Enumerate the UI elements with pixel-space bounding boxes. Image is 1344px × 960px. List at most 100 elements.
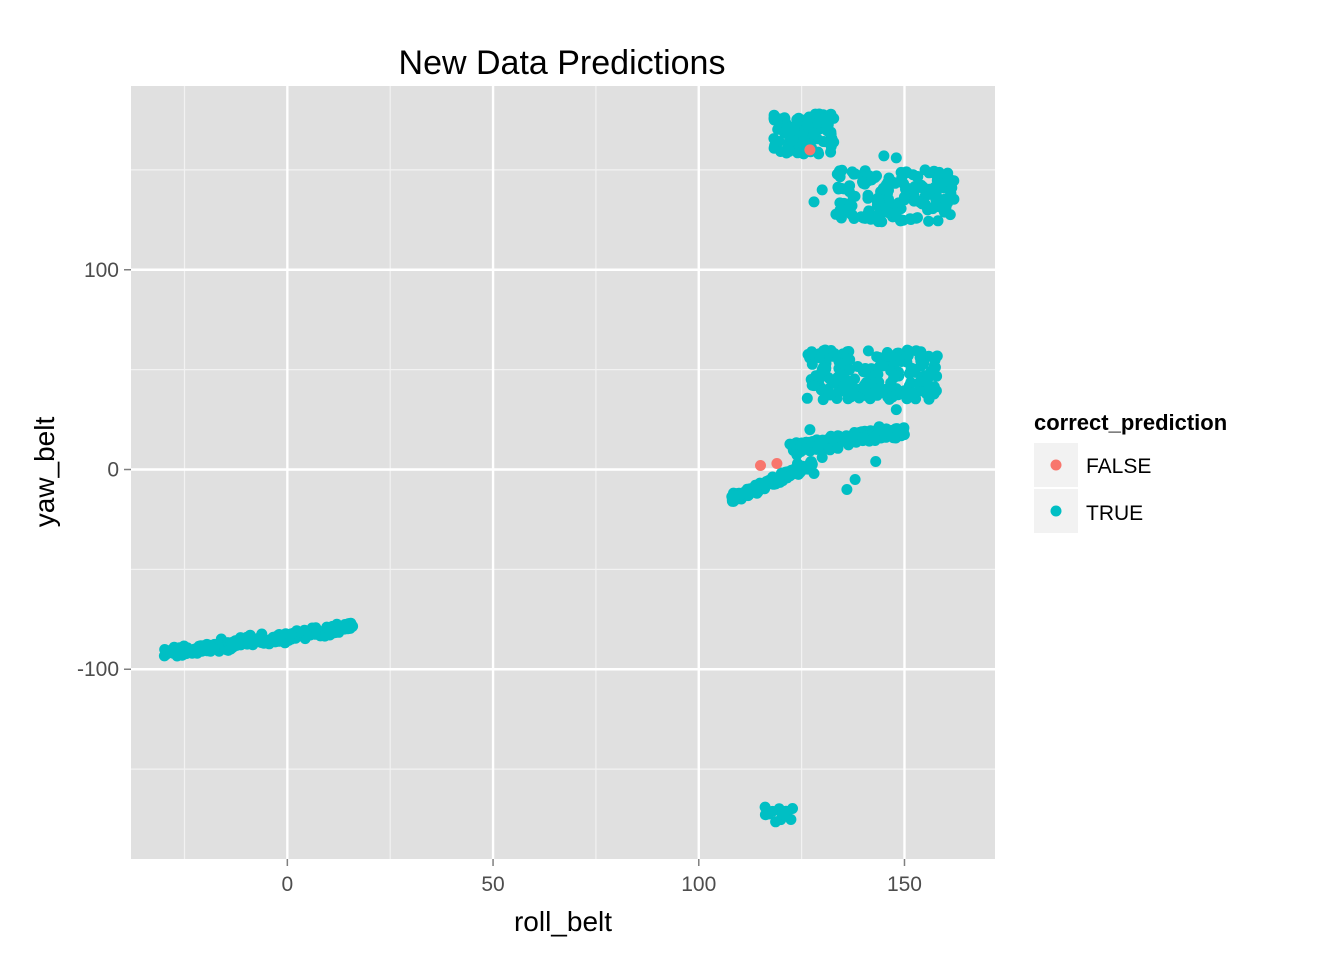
true-point <box>857 432 869 443</box>
true-point <box>878 150 890 162</box>
true-point <box>887 432 899 444</box>
legend-label-false: FALSE <box>1086 455 1151 478</box>
legend: correct_prediction FALSE TRUE <box>1034 410 1227 533</box>
true-point <box>878 384 890 396</box>
true-point <box>861 209 873 221</box>
true-point <box>817 136 829 147</box>
true-point <box>344 622 356 634</box>
true-point <box>773 475 785 487</box>
data-points <box>158 108 960 828</box>
false-point <box>804 144 816 156</box>
legend-swatch-true <box>1050 505 1062 517</box>
true-point <box>265 636 277 648</box>
y-axis-ticks: -100 0 100 <box>77 259 131 681</box>
true-point <box>912 171 924 182</box>
true-point <box>919 164 931 176</box>
true-point <box>834 165 845 177</box>
true-point <box>923 215 935 227</box>
true-point <box>785 814 797 825</box>
true-point <box>844 378 856 390</box>
true-point <box>808 468 820 479</box>
true-point <box>895 215 906 227</box>
true-point <box>899 194 910 206</box>
x-tick-label: 150 <box>887 873 922 896</box>
true-point <box>190 643 202 655</box>
true-point <box>179 645 191 657</box>
true-point <box>843 186 855 198</box>
true-point <box>773 136 785 147</box>
true-point <box>841 484 853 495</box>
true-point <box>222 644 234 656</box>
true-point <box>792 147 804 159</box>
true-point <box>814 352 825 364</box>
true-point <box>311 626 322 638</box>
true-point <box>857 176 868 188</box>
true-point <box>890 207 902 219</box>
x-axis-ticks: 0 50 100 150 <box>281 859 922 896</box>
true-point <box>907 388 919 400</box>
true-point <box>795 439 807 451</box>
true-point <box>829 432 840 444</box>
true-point <box>896 172 908 184</box>
true-point <box>871 351 883 363</box>
true-point <box>844 199 856 211</box>
true-point <box>946 182 958 194</box>
true-point <box>868 431 880 443</box>
true-point <box>825 141 837 153</box>
true-point <box>916 198 928 210</box>
true-point <box>846 209 858 221</box>
true-point <box>890 152 902 164</box>
true-point <box>286 628 298 640</box>
true-point <box>908 365 920 377</box>
true-point <box>767 805 778 817</box>
true-point <box>791 449 803 461</box>
true-point <box>917 181 929 193</box>
true-point <box>859 366 871 378</box>
true-point <box>890 423 902 435</box>
true-point <box>808 127 820 139</box>
true-point <box>939 193 951 205</box>
x-tick-label: 50 <box>481 873 504 896</box>
true-point <box>871 196 883 208</box>
true-point <box>902 350 914 362</box>
true-point <box>834 358 846 369</box>
true-point <box>876 216 888 228</box>
true-point <box>853 392 865 404</box>
true-point <box>932 215 944 227</box>
true-point <box>933 166 945 178</box>
legend-swatch-false <box>1050 459 1062 471</box>
true-point <box>938 203 950 215</box>
true-point <box>165 647 177 659</box>
x-tick-label: 0 <box>281 873 293 896</box>
true-point <box>890 404 902 416</box>
true-point <box>808 196 820 208</box>
true-point <box>898 429 910 441</box>
true-point <box>832 442 844 454</box>
false-point <box>755 460 766 471</box>
true-point <box>824 374 836 386</box>
true-point <box>801 392 813 404</box>
gridlines <box>131 86 995 859</box>
true-point <box>727 490 739 502</box>
true-point <box>255 634 267 645</box>
true-point <box>930 385 942 397</box>
true-point <box>858 379 870 391</box>
true-point <box>818 113 830 125</box>
true-point <box>806 346 818 358</box>
true-point <box>804 424 816 436</box>
legend-label-true: TRUE <box>1086 502 1143 525</box>
true-point <box>889 369 901 381</box>
true-point <box>241 631 253 643</box>
legend-title: correct_prediction <box>1034 410 1227 435</box>
true-point <box>782 128 794 140</box>
true-point <box>201 638 213 650</box>
true-point <box>820 363 832 375</box>
true-point <box>877 182 889 194</box>
true-point <box>792 458 803 469</box>
true-point <box>862 345 874 357</box>
true-point <box>902 183 914 194</box>
true-point <box>926 202 938 214</box>
y-tick-label: -100 <box>77 658 119 681</box>
true-point <box>772 115 783 127</box>
x-axis-title: roll_belt <box>514 906 612 937</box>
